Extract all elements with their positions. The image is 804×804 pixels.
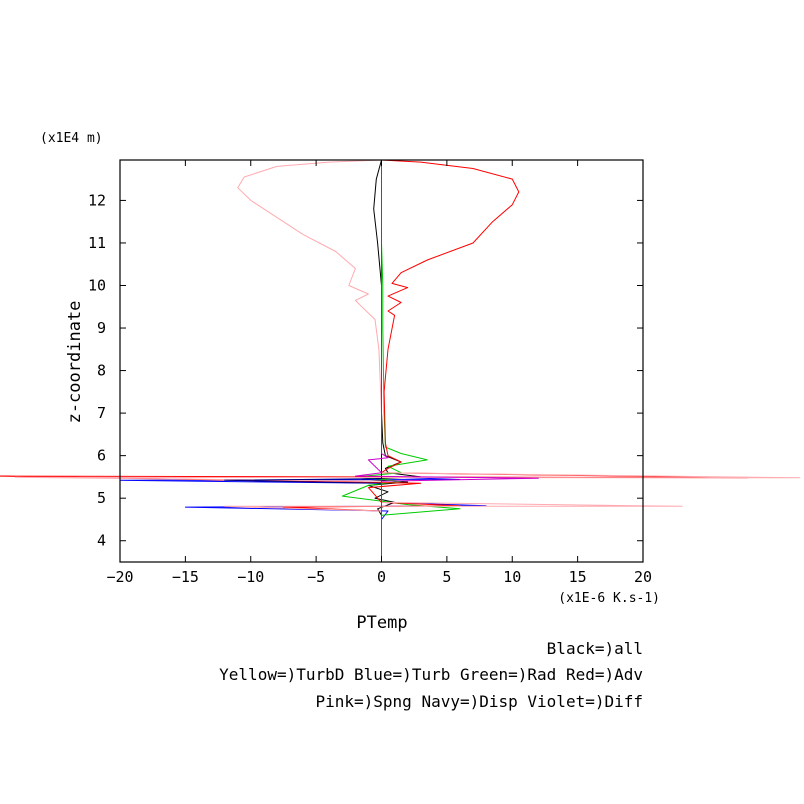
x-tick-label: −5 [307, 568, 325, 586]
y-tick-label: 9 [97, 319, 106, 337]
y-axis-label: z-coordinate [65, 301, 85, 424]
series-line-diff [354, 160, 539, 562]
legend-line-1: Black=)all [547, 639, 643, 658]
x-tick-label: 10 [503, 568, 521, 586]
x-tick-label: 15 [569, 568, 587, 586]
x-tick-label: −15 [172, 568, 199, 586]
y-tick-label: 5 [97, 489, 106, 507]
y-tick-label: 4 [97, 532, 106, 550]
series-line-spng [14, 159, 801, 562]
y-tick-label: 7 [97, 404, 106, 422]
tick-layer: −20 −15 −10 −5 0 5 10 15 20 4 5 6 7 8 9 10 11 12 [88, 160, 652, 586]
y-tick-label: 12 [88, 191, 106, 209]
y-tick-label: 11 [88, 234, 106, 252]
series-line-disp [224, 160, 382, 562]
x-axis-label: PTemp [356, 613, 407, 633]
y-tick-label: 6 [97, 447, 106, 465]
series-layer [0, 159, 801, 562]
y-tick-label: 10 [88, 276, 106, 294]
series-line-all [361, 159, 422, 562]
x-tick-label: 20 [634, 568, 652, 586]
y-unit-label: (x1E4 m) [40, 131, 103, 146]
x-unit-label: (x1E-6 K.s-1) [558, 591, 660, 606]
series-line-rad [341, 160, 461, 562]
x-tick-label: 0 [377, 568, 386, 586]
x-tick-label: −20 [106, 568, 133, 586]
legend-line-2: Yellow=)TurbD Blue=)Turb Green=)Rad Red=… [219, 665, 643, 684]
series-line-adv [0, 159, 749, 562]
legend-line-3: Pink=)Spng Navy=)Disp Violet=)Diff [315, 692, 643, 711]
y-tick-label: 8 [97, 362, 106, 380]
x-tick-label: −10 [237, 568, 264, 586]
x-tick-label: 5 [442, 568, 451, 586]
series-line-turb [119, 160, 487, 562]
